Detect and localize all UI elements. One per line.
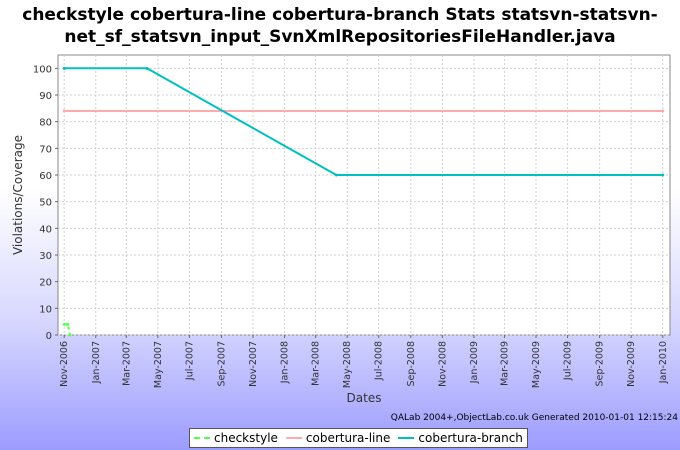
series-point-checkstyle [62, 322, 66, 326]
x-tick-label: Nov-2007 [248, 341, 259, 387]
y-tick-label: 70 [39, 144, 52, 155]
x-tick-label: May-2009 [531, 341, 542, 388]
x-tick-label: Mar-2009 [499, 341, 510, 386]
series-line-cobertura-branch [64, 67, 663, 176]
generated-credit: QALab 2004+,ObjectLab.co.uk Generated 20… [390, 413, 678, 423]
x-tick-label: Jul-2008 [374, 341, 385, 381]
x-tick-label: Sep-2009 [595, 341, 606, 387]
series-point-cobertura-line [62, 109, 66, 113]
y-tick-label: 40 [39, 224, 52, 235]
x-tick-label: May-2008 [342, 341, 353, 388]
x-tick-label: Nov-2008 [437, 341, 448, 387]
x-tick-label: Jan-2010 [658, 341, 669, 384]
legend-swatch [398, 437, 415, 439]
series-point-checkstyle [66, 322, 70, 326]
x-tick-label: Jul-2009 [563, 341, 574, 381]
x-tick-label: Jan-2008 [280, 341, 291, 384]
legend-label: checkstyle [214, 431, 278, 445]
y-axis-label: Violations/Coverage [11, 135, 25, 255]
y-tick-label: 10 [39, 304, 52, 315]
y-tick-label: 60 [39, 171, 52, 182]
y-tick-label: 50 [39, 198, 52, 209]
legend-label: cobertura-branch [418, 431, 523, 445]
x-tick-label: Jan-2009 [469, 341, 480, 384]
chart-title: checkstyle cobertura-line cobertura-bran… [0, 4, 680, 48]
legend-item-cobertura-line: cobertura-line [285, 431, 391, 445]
legend-item-checkstyle: checkstyle [194, 431, 278, 445]
chart-title-line-2: net_sf_statsvn_input_SvnXmlRepositoriesF… [64, 27, 616, 47]
legend-swatch [285, 437, 302, 439]
y-tick-label: 0 [46, 331, 52, 342]
y-tick-label: 30 [39, 251, 52, 262]
legend-item-cobertura-branch: cobertura-branch [398, 431, 523, 445]
legend-label: cobertura-line [305, 431, 391, 445]
series-point-cobertura-branch [334, 173, 338, 177]
x-tick-label: Sep-2008 [406, 341, 417, 387]
y-tick-label: 90 [39, 91, 52, 102]
x-tick-label: Nov-2006 [59, 341, 70, 387]
series-point-cobertura-line [661, 109, 665, 113]
legend-swatch [194, 437, 210, 439]
series-point-cobertura-branch [145, 66, 149, 70]
x-tick-label: Nov-2009 [626, 341, 637, 387]
y-tick-label: 80 [39, 118, 52, 129]
y-tick-label: 100 [33, 64, 52, 75]
x-tick-label: Jul-2007 [184, 341, 195, 381]
plot-area [57, 54, 671, 336]
x-tick-label: Jan-2007 [91, 341, 102, 384]
x-tick-label: Mar-2007 [121, 341, 132, 386]
x-tick-label: Sep-2007 [216, 341, 227, 387]
x-axis-label: Dates [347, 391, 382, 405]
chart-title-line-1: checkstyle cobertura-line cobertura-bran… [22, 5, 658, 25]
x-tick-label: May-2007 [153, 341, 164, 388]
series-point-checkstyle [68, 333, 72, 337]
y-tick-label: 20 [39, 278, 52, 289]
series-point-cobertura-branch [62, 66, 66, 70]
x-tick-label: Mar-2008 [311, 341, 322, 386]
chart-legend: checkstyle cobertura-line cobertura-branch [189, 428, 528, 448]
series-point-cobertura-branch [661, 173, 665, 177]
